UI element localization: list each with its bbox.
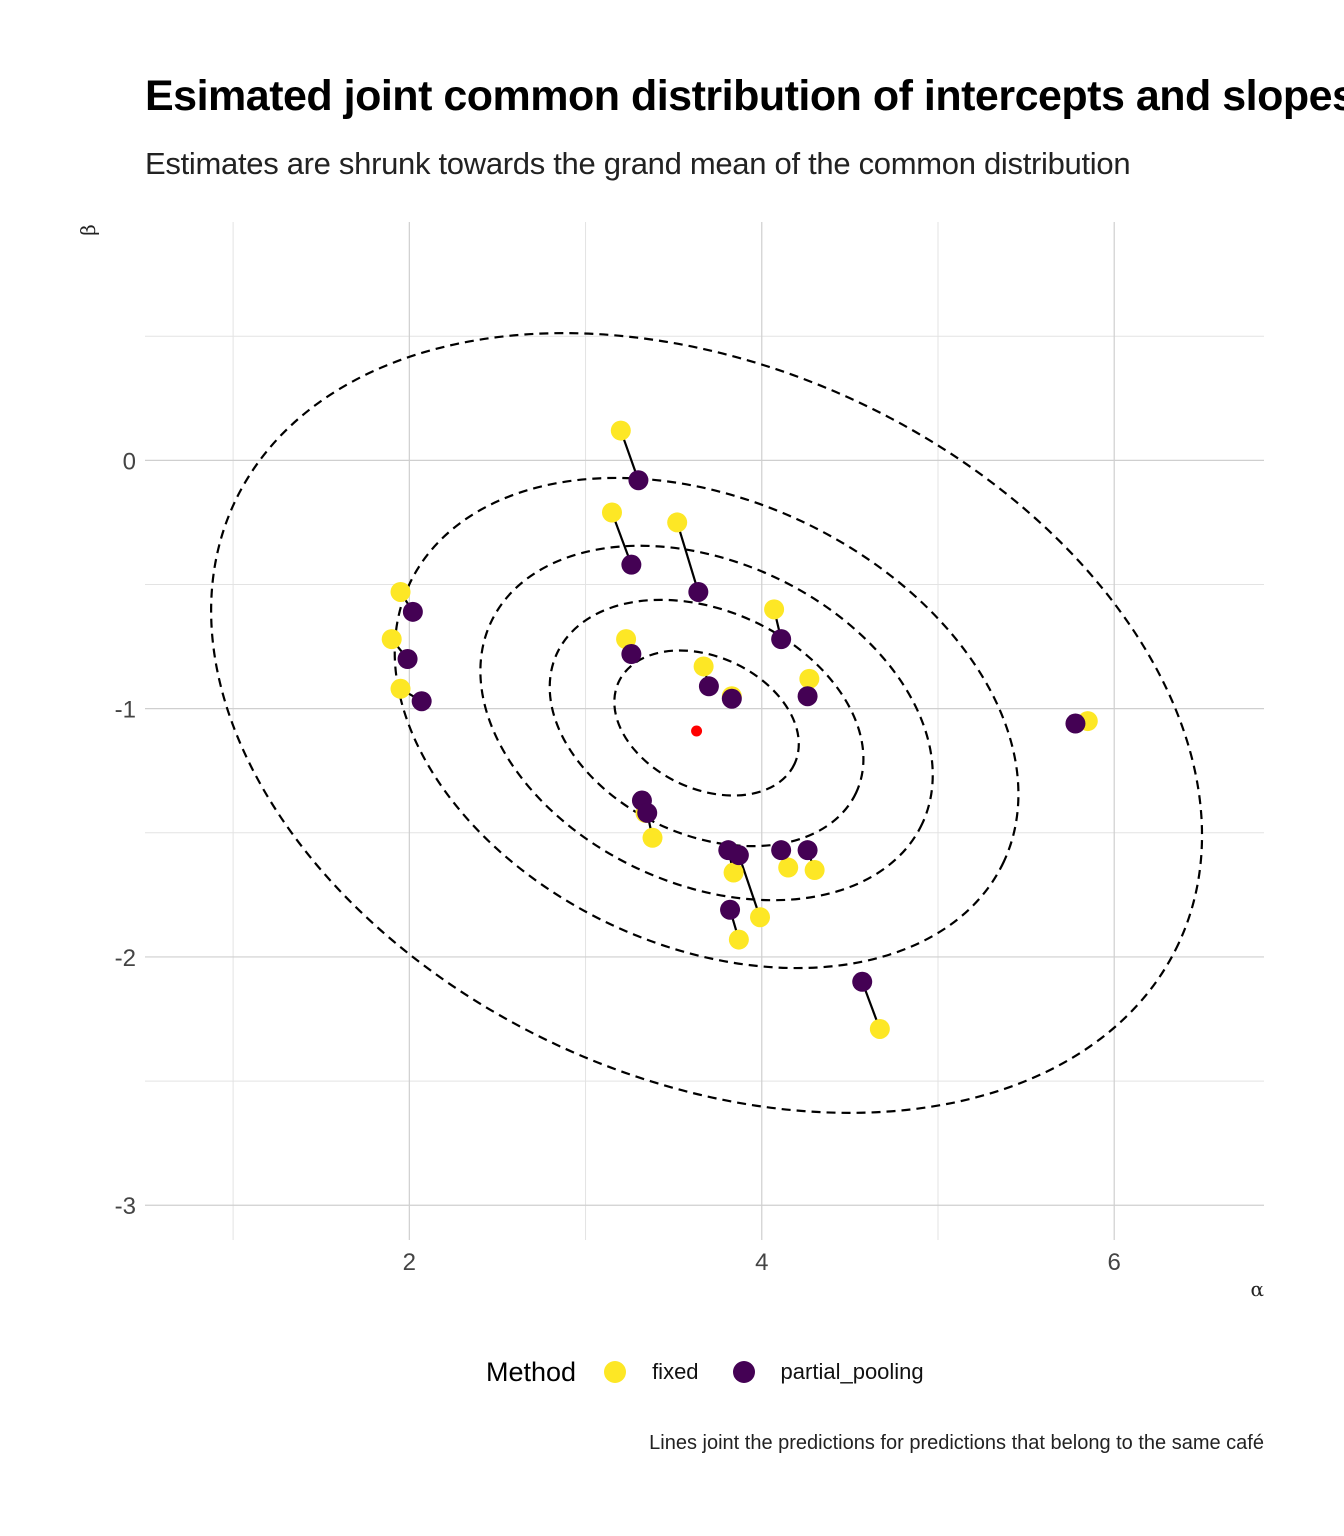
y-axis-title: β (76, 224, 100, 236)
partial-pooling-point (797, 840, 818, 861)
x-axis-title: α (1250, 1277, 1264, 1301)
y-tick-label: 0 (123, 448, 136, 475)
partial-pooling-point (728, 845, 749, 866)
fixed-point (764, 599, 785, 620)
fixed-point (723, 862, 744, 883)
legend-title: Method (486, 1356, 577, 1387)
fixed-point (601, 502, 622, 523)
density-contour (548, 598, 865, 848)
tick-label-layer: 2 4 6 0 -1 -2 -3 (115, 448, 1121, 1276)
chart-subtitle: Estimates are shrunk towards the grand m… (145, 146, 1131, 181)
x-tick-label: 6 (1108, 1249, 1121, 1276)
partial-pooling-point (698, 676, 719, 697)
partial-pooling-point (797, 686, 818, 707)
legend-label-partial-pooling: partial_pooling (780, 1359, 924, 1384)
fixed-point (799, 668, 820, 689)
density-contour (210, 332, 1204, 1114)
fixed-point (610, 420, 631, 441)
y-tick-label: -2 (115, 945, 136, 972)
partial-pooling-point (771, 629, 792, 650)
partial-pooling-point (720, 899, 741, 920)
legend: Method fixed partial_pooling (486, 1352, 958, 1392)
legend-key-fixed (604, 1361, 627, 1383)
partial-pooling-point (688, 581, 709, 602)
fixed-point (390, 581, 411, 602)
partial-pooling-point (402, 601, 423, 622)
fixed-point (778, 857, 799, 878)
fixed-point (750, 907, 771, 928)
legend-item-fixed: fixed (604, 1359, 699, 1385)
shrinkage-segment (676, 522, 700, 593)
y-tick-label: -1 (115, 697, 136, 724)
partial-pooling-point (397, 648, 418, 669)
legend-item-partial-pooling: partial_pooling (732, 1359, 924, 1385)
partial-pooling-point (771, 840, 792, 861)
y-tick-label: -3 (115, 1193, 136, 1220)
partial-pooling-point (637, 802, 658, 823)
legend-label-fixed: fixed (652, 1359, 699, 1384)
partial-pooling-point (721, 688, 742, 709)
x-tick-label: 4 (755, 1249, 768, 1276)
legend-key-partial-pooling (732, 1361, 755, 1383)
fixed-point (381, 629, 402, 650)
partial-pooling-point (621, 644, 642, 665)
grid-layer (145, 222, 1264, 1240)
chart-title: Esimated joint common distribution of in… (145, 72, 1344, 120)
density-contour (393, 476, 1020, 970)
fixed-point (642, 827, 663, 848)
partial-pooling-point (628, 470, 649, 491)
density-contour (479, 544, 934, 902)
grand-mean-point (691, 725, 703, 737)
partial-pooling-point (621, 554, 642, 575)
fixed-point (693, 656, 714, 677)
contour-layer (210, 332, 1204, 1114)
x-tick-label: 2 (403, 1249, 416, 1276)
fixed-point (804, 860, 825, 881)
fixed-point (390, 678, 411, 699)
point-layer (381, 420, 1098, 1039)
shrinkage-segment (737, 854, 762, 918)
partial-pooling-point (411, 691, 432, 712)
partial-pooling-point (1065, 713, 1086, 734)
density-contour (613, 649, 800, 797)
fixed-point (728, 929, 749, 950)
partial-pooling-point (852, 971, 873, 992)
fixed-point (667, 512, 688, 533)
fixed-point (869, 1018, 890, 1039)
chart-caption: Lines joint the predictions for predicti… (649, 1432, 1264, 1454)
